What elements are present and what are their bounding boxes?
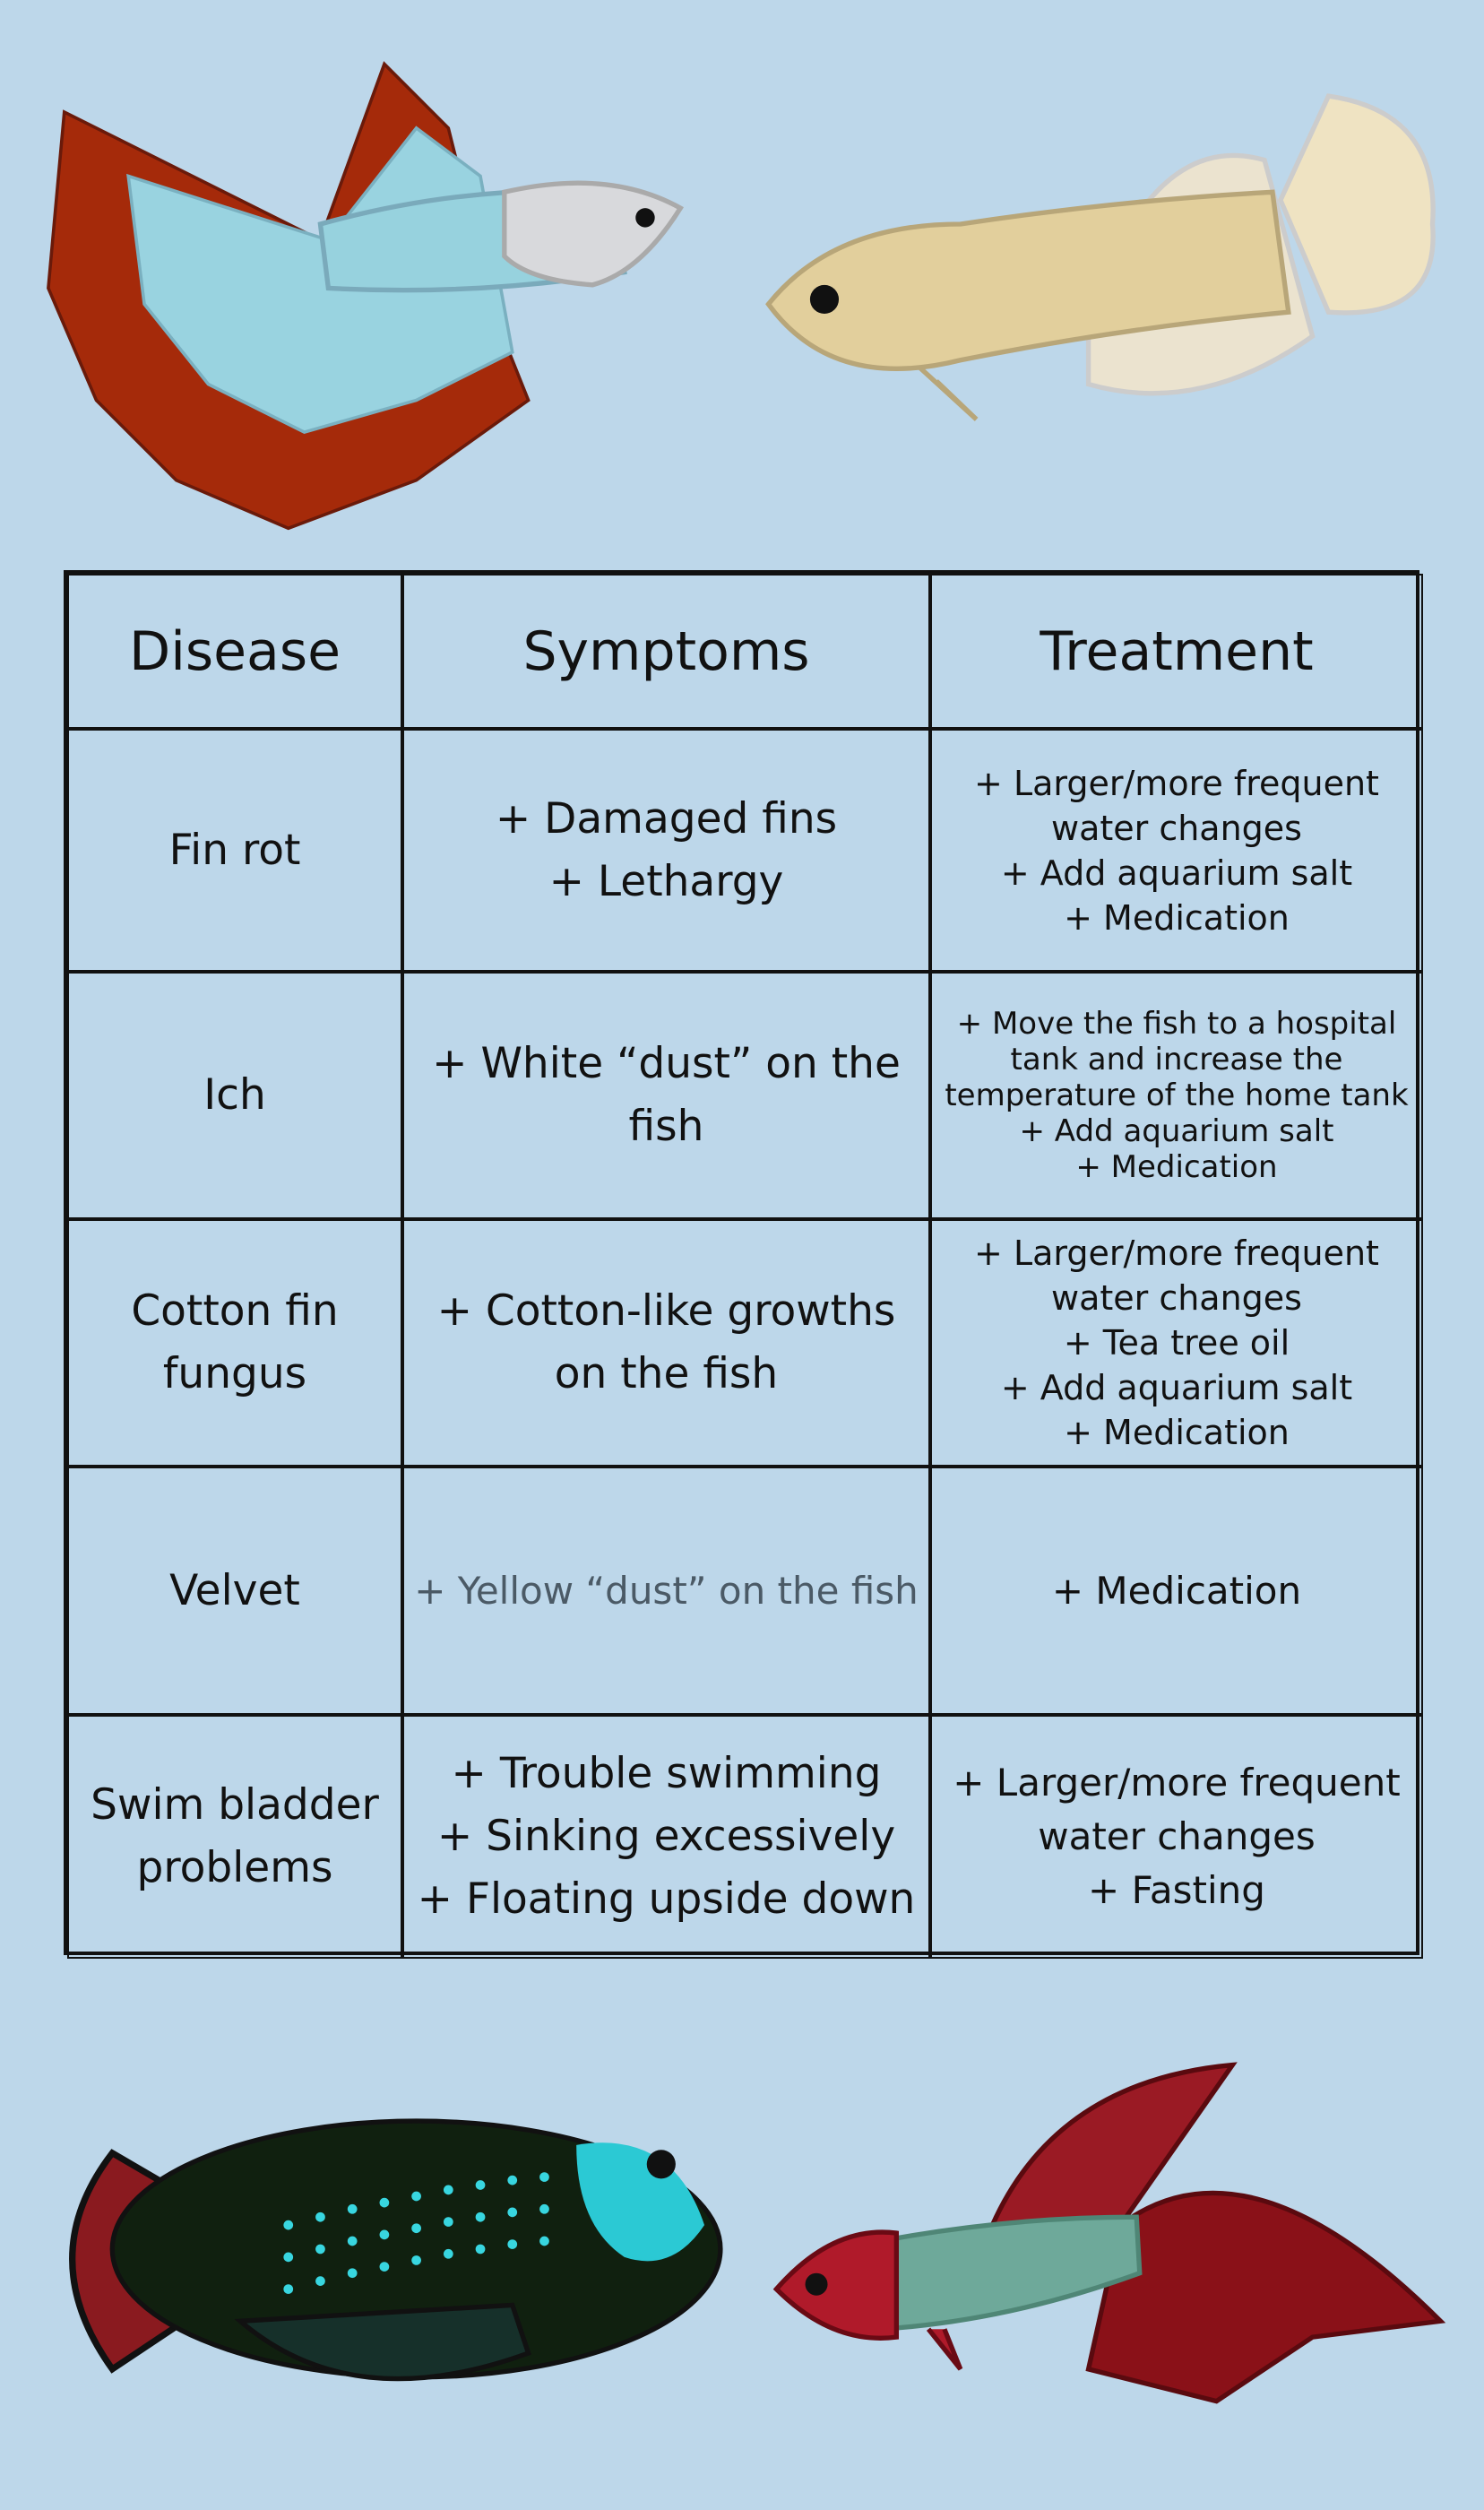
cell-line: Treatment [1040,619,1314,683]
fish-top-right [765,93,1436,421]
cell-line: + Larger/more frequent [974,763,1379,803]
cell-line: water changes [1050,1278,1302,1318]
cell-line: + Damaged fins [495,793,838,844]
cell-line: Fin rot [168,825,301,875]
disease-cell: Fin rot [67,729,402,972]
cell-line: + Add aquarium salt [1019,1113,1334,1149]
cell-line: Swim bladder [91,1780,379,1830]
treatment-text: + Larger/more frequent water changes + Tea… [974,1231,1379,1455]
cell-line: + White “dust” on the fish [432,1039,901,1151]
symptoms-text: + Damaged fins + Lethargy [496,788,837,913]
cell-line: + Yellow “dust” on the fish [414,1568,919,1613]
fish-top-left [47,61,685,531]
symptoms-cell: + Damaged fins + Lethargy [402,729,930,972]
cell-line: tank and increase the [1010,1042,1343,1078]
disease-text: Fin rot [169,819,301,882]
cell-line: Disease [129,619,341,683]
symptoms-text: + White “dust” on the fish [404,1033,928,1158]
cell-line: temperature of the home tank [945,1078,1409,1113]
treatment-cell: + Larger/more frequent water changes + Tea… [930,1219,1423,1467]
symptoms-cell: + Yellow “dust” on the fish [402,1467,930,1715]
disease-cell: Swim bladder problems [67,1715,402,1959]
cell-line: Velvet [169,1565,300,1615]
cell-line: + Tea tree oil [1063,1323,1290,1363]
cell-line: + Larger/more frequent [953,1761,1401,1805]
cell-line: fungus [162,1349,307,1398]
cell-line: Symptoms [522,619,810,683]
cell-line: + Move the fish to a hospital [956,1006,1397,1042]
symptoms-text: + Cotton-like growths on the fish [437,1280,896,1406]
disease-text: Velvet [169,1560,300,1623]
cell-line: problems [136,1843,333,1892]
symptoms-cell: + Trouble swimming + Sinking excessively +… [402,1715,930,1959]
disease-cell: Velvet [67,1467,402,1715]
treatment-cell: + Larger/more frequent water changes + Add… [930,729,1423,972]
treatment-text: + Medication [1052,1569,1301,1614]
symptoms-cell: + Cotton-like growths on the fish [402,1219,930,1467]
cell-line: water changes [1050,808,1302,848]
cell-line: Ich [203,1070,266,1120]
cell-line: + Cotton-like growths [436,1286,896,1336]
treatment-text: + Move the fish to a hospital tank and in… [945,1006,1408,1185]
cell-line: + Trouble swimming [451,1749,882,1798]
fish-bottom-right [772,2062,1446,2404]
disease-cell: Cotton fin fungus [67,1219,402,1467]
cell-line: + Fasting [1088,1868,1265,1912]
header-cell: Treatment [930,574,1423,729]
cell-line: + Sinking excessively [436,1812,896,1861]
cell-line: + Add aquarium salt [1000,1368,1353,1407]
cell-line: water changes [1038,1814,1316,1858]
symptoms-cell: + White “dust” on the fish [402,972,930,1219]
cell-line: on the fish [554,1349,779,1398]
disease-text: Cotton fin fungus [131,1280,338,1406]
header-cell: Symptoms [402,574,930,729]
cell-line: Cotton fin [131,1286,339,1336]
cell-line: + Larger/more frequent [974,1233,1379,1273]
cell-line: + Lethargy [548,856,784,906]
treatment-text: + Larger/more frequent water changes + Fas… [953,1756,1400,1917]
cell-line: + Medication [1075,1149,1278,1185]
cell-line: + Add aquarium salt [1000,853,1353,893]
fish-bottom-left [69,2118,723,2382]
header-cell: Disease [67,574,402,729]
disease-text: Swim bladder problems [91,1774,379,1900]
symptoms-text: + Trouble swimming + Sinking excessively +… [418,1743,916,1931]
cell-line: + Medication [1051,1568,1302,1613]
treatment-cell: + Medication [930,1467,1423,1715]
cell-line: + Medication [1064,1413,1290,1452]
disease-cell: Ich [67,972,402,1219]
treatment-text: + Larger/more frequent water changes + Add… [974,761,1379,940]
disease-table: Disease Symptoms Treatment Fin rot + Damaged… [64,570,1423,1959]
cell-line: + Floating upside down [417,1874,916,1924]
treatment-cell: + Move the fish to a hospital tank and in… [930,972,1423,1219]
symptoms-text: + Yellow “dust” on the fish [414,1560,919,1623]
cell-line: + Medication [1064,897,1290,938]
disease-text: Ich [203,1064,266,1127]
treatment-cell: + Larger/more frequent water changes + Fas… [930,1715,1423,1959]
